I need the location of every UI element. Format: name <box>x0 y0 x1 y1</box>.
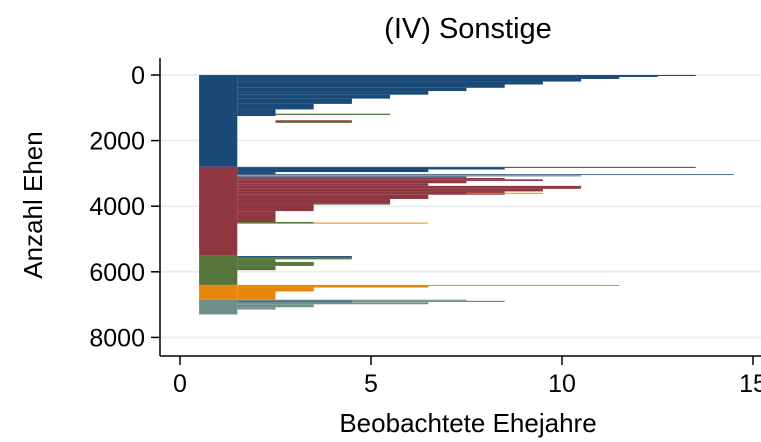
bar-s3-0 <box>199 284 238 300</box>
bar-s4-2 <box>237 302 429 305</box>
chart-title: (IV) Sonstige <box>384 13 552 45</box>
bar-s2-0 <box>199 255 238 285</box>
bar-s0-6 <box>237 84 505 88</box>
bar-s1-9 <box>237 194 429 199</box>
bar-s1-0 <box>199 166 238 256</box>
bar-s1-5 <box>237 183 429 186</box>
bar-s0-1 <box>237 75 696 76</box>
axes: 0 2000 4000 6000 8000 0 5 10 15 <box>89 58 761 398</box>
bar-s1-6 <box>237 185 582 189</box>
bar-s4-1 <box>237 299 467 301</box>
bar-s2-1 <box>275 113 391 116</box>
bar-s2-8 <box>237 265 276 271</box>
x-tick-label: 15 <box>739 370 761 398</box>
bar-s3-1 <box>466 192 543 194</box>
bar-s0-12 <box>237 109 276 116</box>
bar-s4-0 <box>199 299 238 315</box>
y-axis-label: Anzahl Ehen <box>18 131 48 278</box>
bar-s0-11 <box>237 103 314 110</box>
bar-s0-2 <box>237 75 658 77</box>
bar-s5-0 <box>237 174 734 176</box>
bar-s0-15 <box>237 169 429 173</box>
y-tick-label: 8000 <box>89 324 145 352</box>
x-axis-label: Beobachtete Ehejahre <box>339 408 596 438</box>
bar-s3-3 <box>237 284 620 286</box>
bar-s4-4 <box>237 307 276 310</box>
bar-s1-7 <box>237 188 543 192</box>
y-tick-label: 0 <box>131 62 145 90</box>
x-tick-label: 5 <box>364 370 378 398</box>
bar-s1-1 <box>275 120 352 122</box>
bar-s1-2 <box>237 177 505 180</box>
bar-s0-5 <box>237 81 543 85</box>
bar-s0-3 <box>237 76 620 79</box>
y-tick-label: 6000 <box>89 259 145 287</box>
bar-s0-17 <box>237 256 352 258</box>
bar-s1-3 <box>237 179 543 181</box>
bar-s0-16 <box>237 172 276 176</box>
bar-s4-3 <box>237 304 314 308</box>
bar-s3-6 <box>237 291 276 300</box>
bar-s0-7 <box>237 87 467 92</box>
y-tick-label: 2000 <box>89 128 145 156</box>
bar-s2-6 <box>237 259 276 262</box>
y-tick-label: 4000 <box>89 193 145 221</box>
bar-s5-3 <box>237 300 505 302</box>
bar-s1-11 <box>237 204 314 212</box>
bar-s0-8 <box>237 91 429 95</box>
bar-s2-3 <box>313 202 391 205</box>
bar-s0-13 <box>237 166 696 168</box>
x-tick-label: 0 <box>173 370 187 398</box>
bar-s0-0 <box>199 75 238 167</box>
bar-marks <box>199 75 734 315</box>
bar-s1-4 <box>237 180 467 184</box>
bar-s0-9 <box>237 94 391 99</box>
bar-s1-8 <box>237 191 505 195</box>
bar-s3-4 <box>237 285 429 288</box>
bar-s2-2 <box>275 121 352 123</box>
bar-s0-14 <box>237 167 505 170</box>
bar-s1-12 <box>237 211 276 223</box>
bar-s1-10 <box>237 198 391 205</box>
bar-s0-4 <box>237 78 582 82</box>
bar-s0-10 <box>237 98 352 104</box>
bar-s2-7 <box>237 261 314 266</box>
bar-s2-5 <box>237 257 352 260</box>
bar-s2-4 <box>237 221 314 224</box>
bar-s5-1 <box>237 175 582 177</box>
bar-s5-2 <box>237 176 467 178</box>
x-tick-label: 10 <box>548 370 576 398</box>
bar-s3-5 <box>237 287 314 292</box>
bar-s3-2 <box>313 222 429 224</box>
